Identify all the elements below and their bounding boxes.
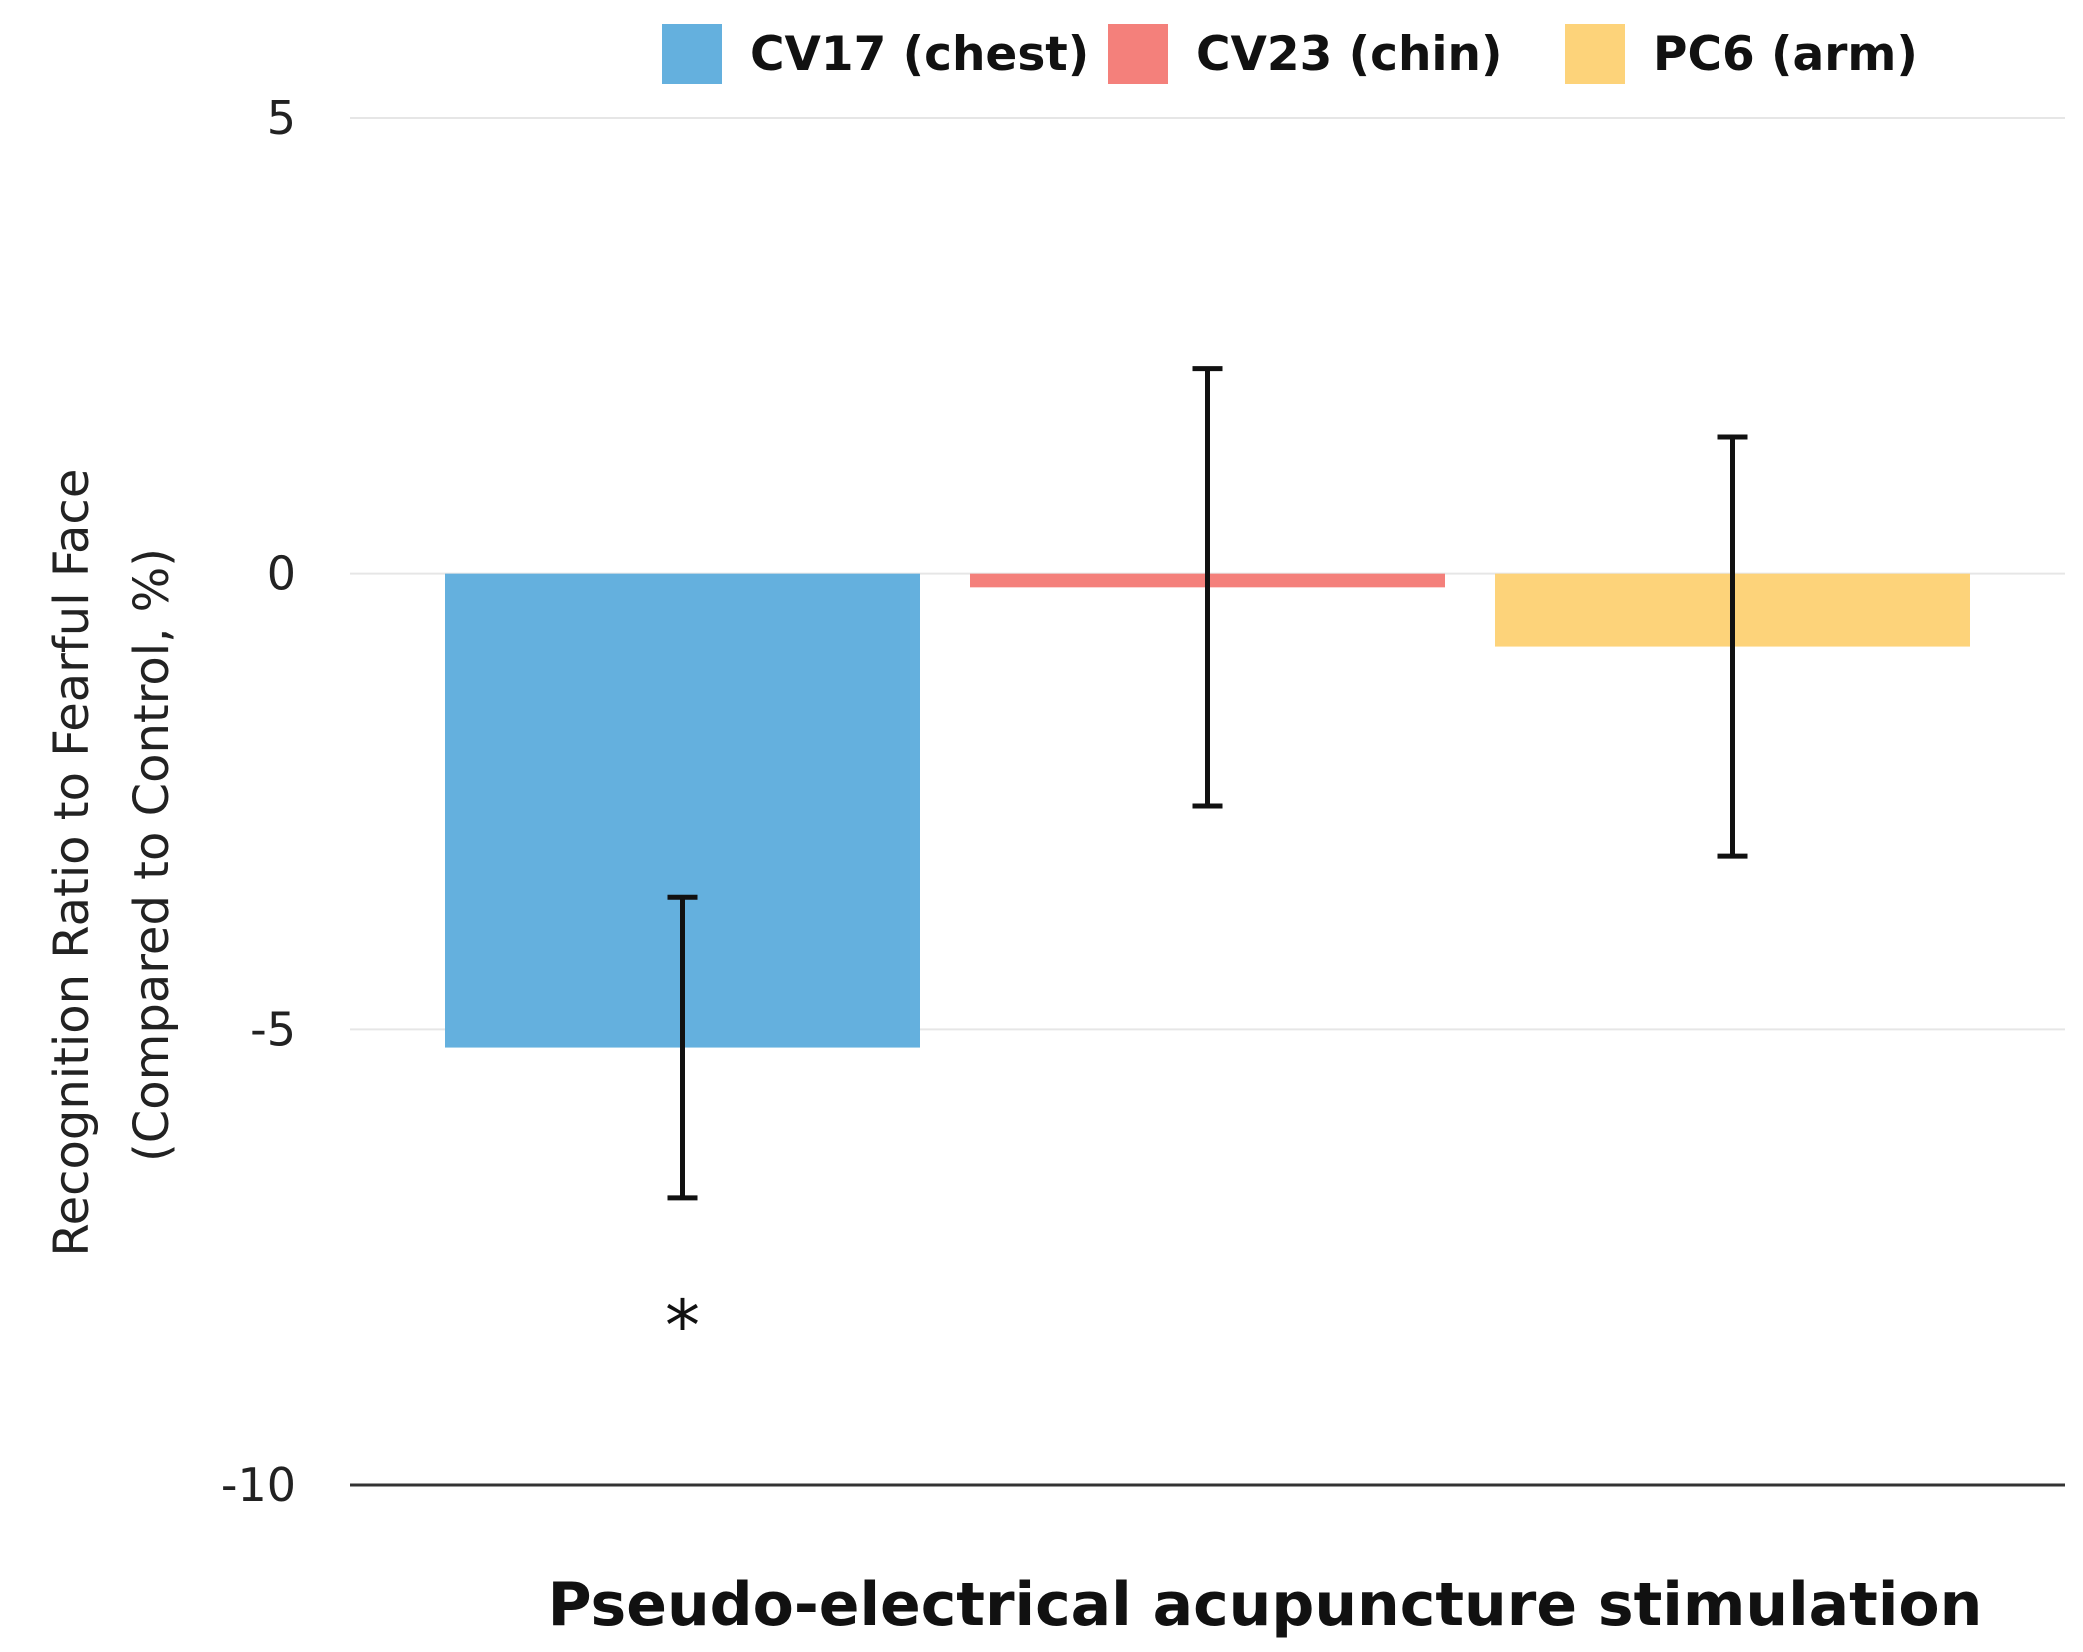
x-axis-title: Pseudo-electrical acupuncture stimulatio… xyxy=(548,1570,1983,1640)
annotations: * xyxy=(665,1285,700,1367)
legend-swatch xyxy=(662,24,722,84)
y-tick-label: -5 xyxy=(250,1002,296,1056)
legend-label: CV17 (chest) xyxy=(750,27,1089,82)
error-bars xyxy=(667,366,1748,1201)
y-tick-label: 5 xyxy=(267,91,296,145)
significance-marker: * xyxy=(665,1285,700,1367)
legend: CV17 (chest) CV23 (chin) PC6 (arm) xyxy=(662,24,1918,84)
legend-swatch xyxy=(1565,24,1625,84)
legend-label: CV23 (chin) xyxy=(1196,27,1503,82)
legend-swatch xyxy=(1108,24,1168,84)
y-axis-title-line-2: (Compared to Control, %) xyxy=(124,548,180,1162)
y-tick-labels: 5 0 -5 -10 xyxy=(221,91,296,1512)
y-axis-title-line-1: Recognition Ratio to Fearful Face xyxy=(44,469,100,1257)
y-axis-title: Recognition Ratio to Fearful Face (Compa… xyxy=(44,453,180,1256)
legend-label: PC6 (arm) xyxy=(1653,27,1918,82)
y-tick-label: -10 xyxy=(221,1458,296,1512)
y-tick-label: 0 xyxy=(267,547,296,601)
